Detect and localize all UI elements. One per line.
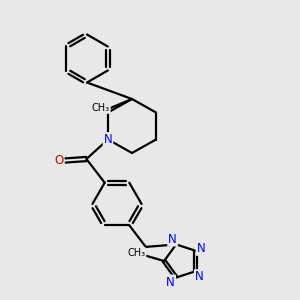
Text: CH₃: CH₃: [92, 103, 110, 113]
Text: N: N: [103, 133, 112, 146]
Text: CH₃: CH₃: [128, 248, 146, 258]
Text: N: N: [168, 232, 177, 246]
Text: N: N: [166, 275, 175, 289]
Text: O: O: [54, 154, 63, 167]
Text: N: N: [195, 270, 204, 283]
Text: N: N: [196, 242, 206, 255]
